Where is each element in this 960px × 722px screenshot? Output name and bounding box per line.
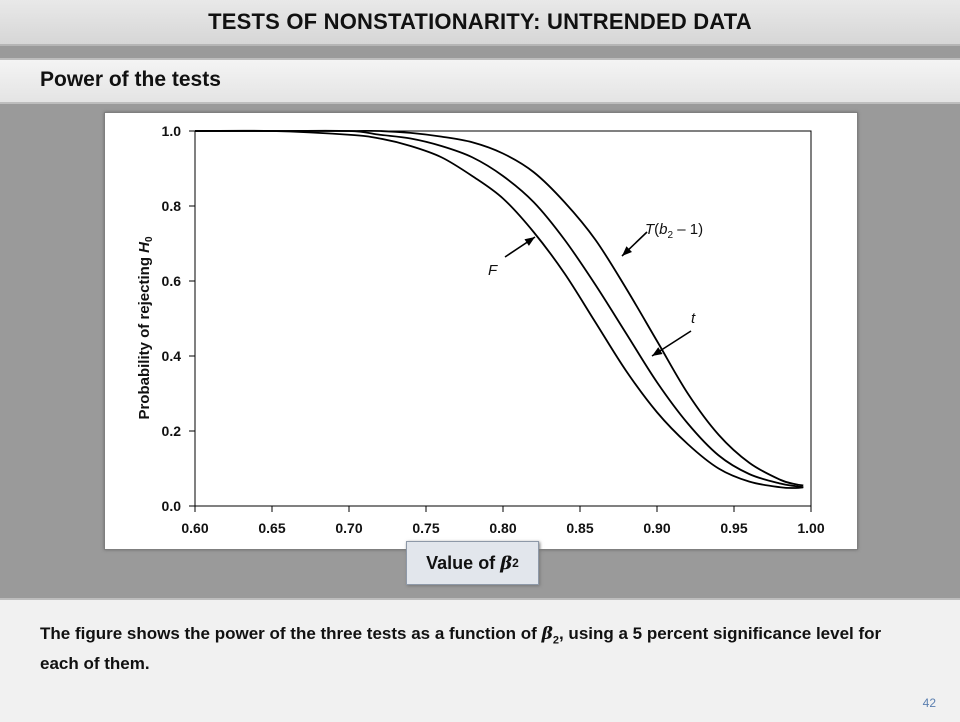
footer-panel: The figure shows the power of the three … <box>0 598 960 722</box>
x-tick-label: 0.65 <box>258 520 285 536</box>
chart-axes <box>194 130 812 507</box>
y-axis-label: Probability of rejecting H0 <box>136 236 155 420</box>
slide-subtitle: Power of the tests <box>40 68 221 91</box>
annotation-T-part: – 1) <box>673 221 703 238</box>
x-tick-label: 0.90 <box>643 520 670 536</box>
x-tick-label: 0.70 <box>335 520 362 536</box>
slide-title: TESTS OF NONSTATIONARITY: UNTRENDED DATA <box>208 9 752 34</box>
x-tick-label: 0.75 <box>412 520 439 536</box>
annotation-T-part: b <box>659 221 667 238</box>
annotation-T-part: T <box>645 221 656 238</box>
x-tick-label: 0.60 <box>181 520 208 536</box>
caption-after: , using a 5 percent significance level f… <box>40 624 882 674</box>
x-axis-label-text: Value of <box>426 552 496 573</box>
y-tick-label: 0.4 <box>162 348 182 364</box>
x-tick-label: 0.85 <box>566 520 593 536</box>
title-bar: TESTS OF NONSTATIONARITY: UNTRENDED DATA <box>0 0 960 46</box>
caption: The figure shows the power of the three … <box>40 622 900 675</box>
x-tick-label: 0.95 <box>720 520 747 536</box>
beta-symbol: β <box>500 552 513 574</box>
caption-beta-sub: 2 <box>552 634 559 647</box>
annotation-T-arrowhead <box>622 246 632 256</box>
subtitle-bar: Power of the tests <box>0 58 960 104</box>
y-tick-label: 0.6 <box>162 273 182 289</box>
annotation-f-arrowhead <box>524 237 535 246</box>
series-line-f <box>194 129 804 489</box>
caption-beta: β <box>541 624 553 644</box>
beta-subscript: 2 <box>512 556 519 570</box>
y-tick-label: 1.0 <box>162 123 182 139</box>
annotation-T-label: T(b2 – 1) <box>645 221 703 241</box>
annotation-f-label: F <box>488 262 498 279</box>
chart-annotations: Ft T(b2 – 1) <box>488 221 703 357</box>
x-tick-label: 0.80 <box>489 520 516 536</box>
annotation-T-part: 2 <box>668 230 674 241</box>
page-number: 42 <box>922 696 936 710</box>
annotation-T-part: ( <box>654 221 659 238</box>
series-line-t <box>195 129 804 489</box>
annotation-t-arrowhead <box>652 347 663 356</box>
y-axis-label-text: Probability of rejecting <box>136 253 153 420</box>
power-chart: 0.60 0.65 0.70 0.75 0.80 0.85 0.90 0.95 1.000.00… <box>136 123 825 536</box>
y-axis-label-sub: 0 <box>144 236 155 242</box>
y-tick-label: 0.0 <box>162 498 182 514</box>
series-line-T <box>195 129 804 487</box>
y-axis-label-h: H <box>136 241 153 253</box>
annotation-t-label: t <box>691 310 696 327</box>
x-tick-label: 1.00 <box>797 520 824 536</box>
chart-lines <box>194 129 804 489</box>
caption-before: The figure shows the power of the three … <box>40 624 542 643</box>
y-tick-label: 0.2 <box>162 423 182 439</box>
chart-ticks: 0.60 0.65 0.70 0.75 0.80 0.85 0.90 0.95 1.00 0.0 0… <box>162 123 825 536</box>
y-tick-label: 0.8 <box>162 198 182 214</box>
plot-frame <box>194 130 812 507</box>
chart-panel: 0.60 0.65 0.70 0.75 0.80 0.85 0.90 0.95 1.00 0.0 0… <box>104 112 858 550</box>
